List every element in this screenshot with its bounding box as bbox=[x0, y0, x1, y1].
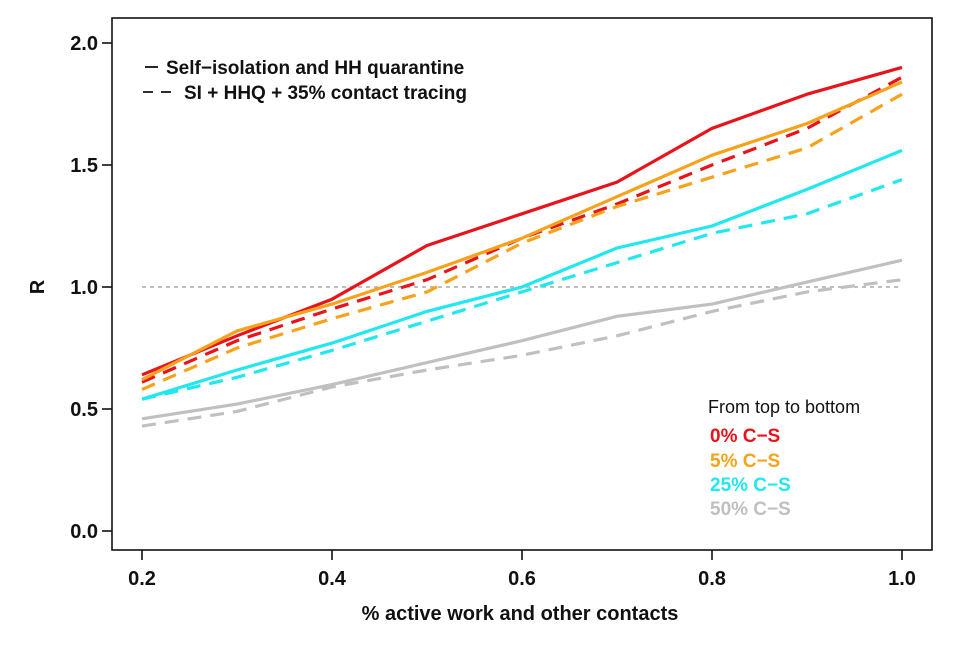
series-line-solid-0-c-s bbox=[141, 65, 903, 377]
series-line-dashed-0-c-s bbox=[141, 75, 903, 384]
series-line-dashed-5-c-s bbox=[141, 92, 903, 391]
color-legend-entry: 50% C−S bbox=[710, 499, 791, 520]
x-tick-label: 0.6 bbox=[508, 568, 536, 590]
color-legend-title: From top to bottom bbox=[708, 397, 860, 417]
x-axis-title: % active work and other contacts bbox=[362, 603, 679, 625]
series-layer bbox=[141, 65, 903, 428]
color-legend-entry: 25% C−S bbox=[710, 475, 791, 496]
y-tick-label: 0.5 bbox=[70, 399, 98, 421]
series-line-dashed-50-c-s bbox=[141, 278, 903, 428]
x-tick-label: 0.8 bbox=[698, 568, 726, 590]
series-line-solid-5-c-s bbox=[141, 80, 903, 382]
line-style-legend: Self−isolation and HH quarantine SI + HH… bbox=[143, 58, 467, 104]
axes: 0.2 0.4 0.6 0.8 1.0 0.0 0.5 1.0 1.5 2.0 bbox=[70, 33, 916, 590]
series-line-solid-50-c-s bbox=[141, 258, 903, 421]
color-legend: From top to bottom 0% C−S 5% C−S 25% C−S… bbox=[708, 397, 860, 520]
y-tick-label: 0.0 bbox=[70, 521, 98, 543]
x-tick-label: 1.0 bbox=[888, 568, 916, 590]
color-legend-entry: 5% C−S bbox=[710, 451, 780, 472]
legend-solid-label: Self−isolation and HH quarantine bbox=[166, 58, 464, 79]
color-legend-entry: 0% C−S bbox=[710, 426, 780, 447]
y-axis-title: R bbox=[27, 279, 49, 294]
y-tick-label: 2.0 bbox=[70, 33, 98, 55]
x-tick-label: 0.4 bbox=[318, 568, 347, 590]
legend-dashed-label: SI + HHQ + 35% contact tracing bbox=[184, 83, 467, 104]
series-line-solid-25-c-s bbox=[141, 148, 903, 401]
x-tick-label: 0.2 bbox=[128, 568, 156, 590]
y-tick-label: 1.0 bbox=[70, 277, 98, 299]
series-line-dashed-25-c-s bbox=[141, 178, 903, 401]
y-tick-label: 1.5 bbox=[70, 155, 98, 177]
